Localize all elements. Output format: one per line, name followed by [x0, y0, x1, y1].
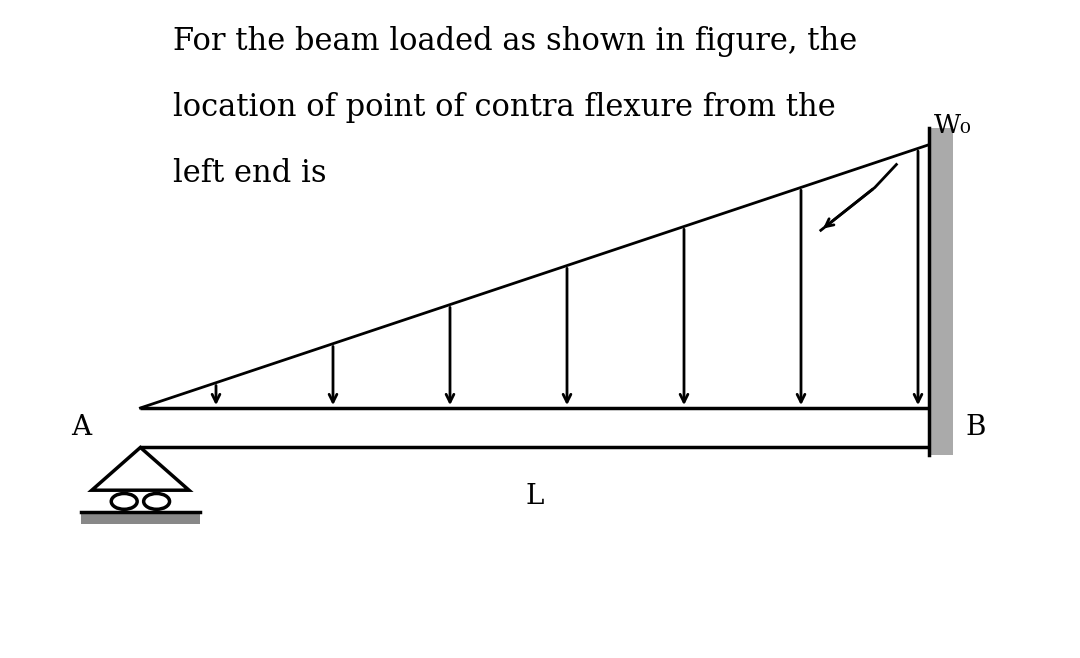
Text: location of point of contra flexure from the: location of point of contra flexure from…: [173, 92, 836, 123]
Text: L: L: [525, 483, 544, 511]
Text: A: A: [71, 414, 91, 442]
Text: For the beam loaded as shown in figure, the: For the beam loaded as shown in figure, …: [173, 26, 858, 57]
Bar: [81, 512, 200, 524]
Bar: [929, 128, 953, 455]
Text: W₀: W₀: [934, 113, 972, 138]
Text: B: B: [966, 414, 986, 442]
Text: left end is: left end is: [173, 158, 326, 189]
